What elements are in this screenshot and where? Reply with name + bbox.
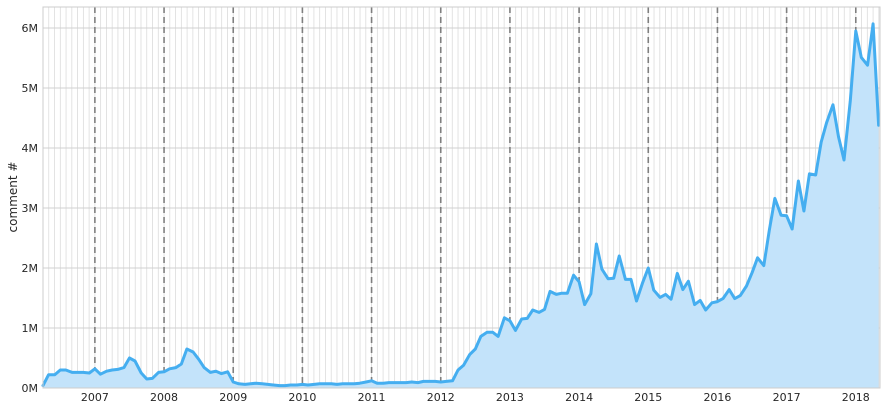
x-tick-label: 2017 [773,391,801,404]
x-tick-label: 2012 [427,391,455,404]
x-tick-label: 2013 [496,391,524,404]
y-tick-label: 4M [22,142,39,155]
x-tick-label: 2015 [634,391,662,404]
series-line [41,22,881,388]
x-tick-label: 2008 [150,391,178,404]
y-tick-label: 0M [22,382,39,395]
x-tick-label: 2018 [842,391,870,404]
y-tick-label: 1M [22,322,39,335]
y-axis-title: comment # [6,162,20,233]
y-axis-ticks: 0M 1M 2M 3M 4M 5M 6M [22,22,39,395]
y-tick-label: 3M [22,202,39,215]
plot-frame [42,6,881,389]
x-tick-label: 2009 [219,391,247,404]
x-tick-label: 2007 [81,391,109,404]
x-tick-label: 2014 [565,391,593,404]
x-axis-ticks: 2007 2008 2009 2010 2011 2012 2013 2014 2015 2016… [81,391,870,404]
area-fill [43,23,879,389]
x-tick-label: 2011 [358,391,386,404]
x-tick-label: 2016 [703,391,731,404]
x-tick-label: 2010 [288,391,316,404]
y-tick-label: 6M [22,22,39,35]
y-tick-label: 2M [22,262,39,275]
y-tick-label: 5M [22,82,39,95]
